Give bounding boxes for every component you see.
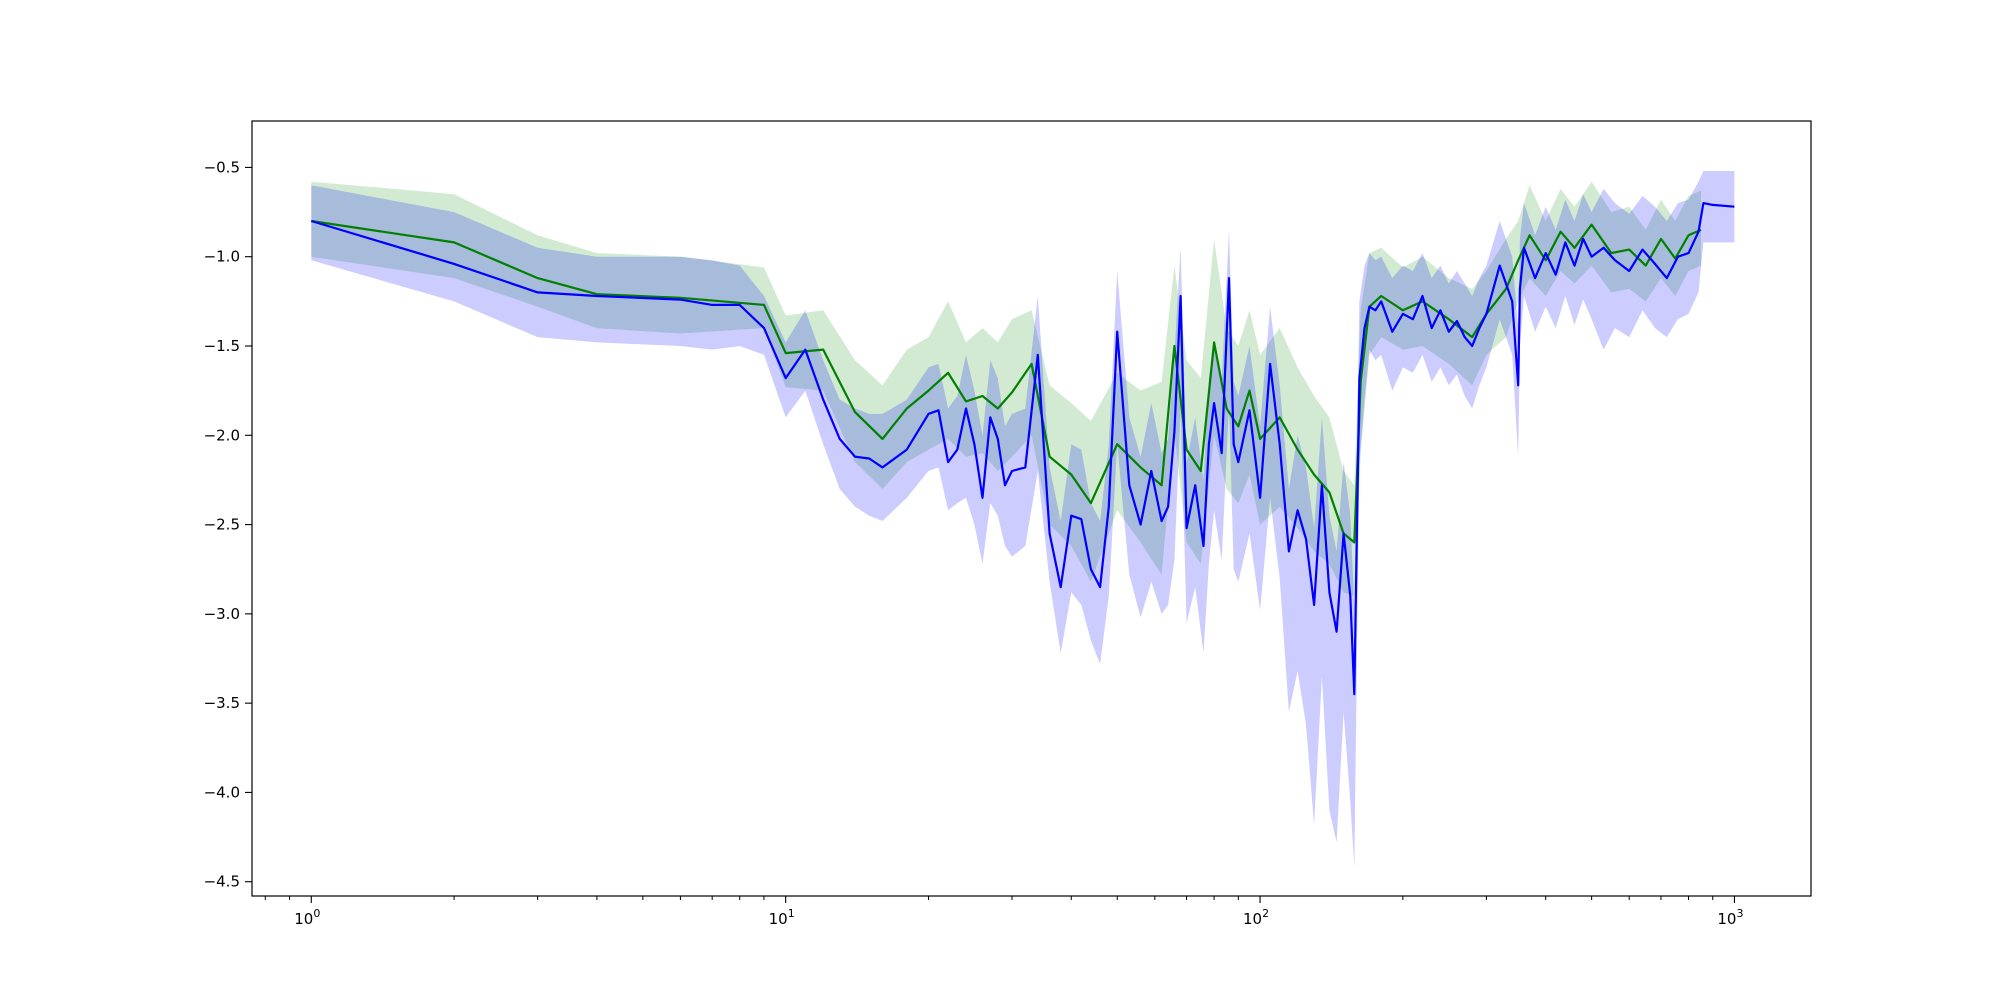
x-tick-label: 102 — [1243, 907, 1269, 928]
x-tick-label: 101 — [769, 907, 795, 928]
y-tick-label: −1.5 — [204, 337, 240, 355]
y-tick-label: −4.5 — [204, 873, 240, 891]
plot-frame — [251, 120, 1812, 897]
series-1-band — [311, 181, 1701, 596]
x-tick-label: 100 — [294, 907, 320, 928]
x-axis: 100 101 102 103 — [264, 896, 1743, 928]
series-1-line — [311, 219, 1702, 544]
confidence-bands — [311, 171, 1735, 868]
y-axis: −0.5 −1.0 −1.5 −2.0 −2.5 −3.0 −3.5 −4.0 −4.5 — [204, 158, 252, 891]
y-tick-label: −2.5 — [204, 516, 240, 534]
y-tick-label: −1.0 — [204, 248, 240, 266]
x-tick-label: 103 — [1717, 907, 1743, 928]
y-tick-label: −0.5 — [204, 158, 240, 176]
series-2-band — [311, 171, 1735, 868]
series-2-line — [310, 202, 1735, 696]
y-tick-label: −2.0 — [204, 426, 240, 444]
y-tick-label: −3.5 — [204, 694, 240, 712]
series-lines — [310, 202, 1735, 696]
y-tick-label: −3.0 — [204, 605, 240, 623]
y-tick-label: −4.0 — [204, 783, 240, 801]
